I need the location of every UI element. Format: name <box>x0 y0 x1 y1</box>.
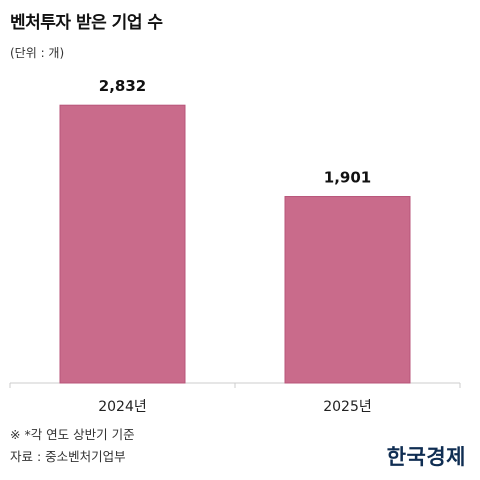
bar-2 <box>284 196 411 384</box>
chart-title: 벤처투자 받은 기업 수 <box>10 13 163 33</box>
footnote: ※ *각 연도 상반기 기준 <box>10 427 135 442</box>
source-note: 자료 : 중소벤처기업부 <box>10 449 126 464</box>
publisher-logo: 한국경제 <box>386 444 466 469</box>
x-tick-label: 2025년 <box>323 399 372 415</box>
unit-label: (단위 : 개) <box>10 46 65 60</box>
data-label: 2,832 <box>99 77 146 95</box>
x-tick-label: 2024년 <box>98 399 147 415</box>
data-label: 1,901 <box>324 169 371 187</box>
bar-1 <box>59 104 186 384</box>
